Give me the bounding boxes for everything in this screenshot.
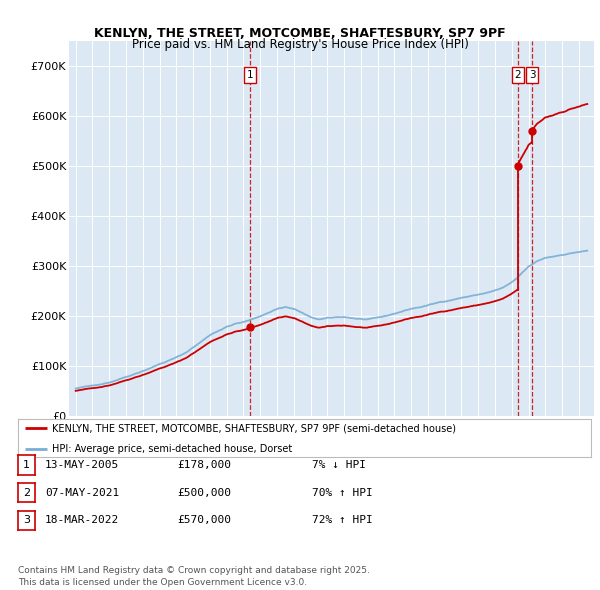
Text: 3: 3 [23,516,30,525]
Text: 1: 1 [247,70,253,80]
Text: 72% ↑ HPI: 72% ↑ HPI [312,516,373,525]
Text: 2: 2 [23,488,30,497]
Text: 07-MAY-2021: 07-MAY-2021 [45,488,119,497]
Text: 2: 2 [514,70,521,80]
Text: 13-MAY-2005: 13-MAY-2005 [45,460,119,470]
Text: 70% ↑ HPI: 70% ↑ HPI [312,488,373,497]
Text: Contains HM Land Registry data © Crown copyright and database right 2025.
This d: Contains HM Land Registry data © Crown c… [18,566,370,587]
Text: Price paid vs. HM Land Registry's House Price Index (HPI): Price paid vs. HM Land Registry's House … [131,38,469,51]
Text: £570,000: £570,000 [177,516,231,525]
Text: £178,000: £178,000 [177,460,231,470]
Text: £500,000: £500,000 [177,488,231,497]
Text: KENLYN, THE STREET, MOTCOMBE, SHAFTESBURY, SP7 9PF: KENLYN, THE STREET, MOTCOMBE, SHAFTESBUR… [94,27,506,40]
Text: 1: 1 [23,460,30,470]
Text: 7% ↓ HPI: 7% ↓ HPI [312,460,366,470]
Text: KENLYN, THE STREET, MOTCOMBE, SHAFTESBURY, SP7 9PF (semi-detached house): KENLYN, THE STREET, MOTCOMBE, SHAFTESBUR… [52,424,457,434]
Text: HPI: Average price, semi-detached house, Dorset: HPI: Average price, semi-detached house,… [52,444,293,454]
Text: 3: 3 [529,70,535,80]
Text: 18-MAR-2022: 18-MAR-2022 [45,516,119,525]
